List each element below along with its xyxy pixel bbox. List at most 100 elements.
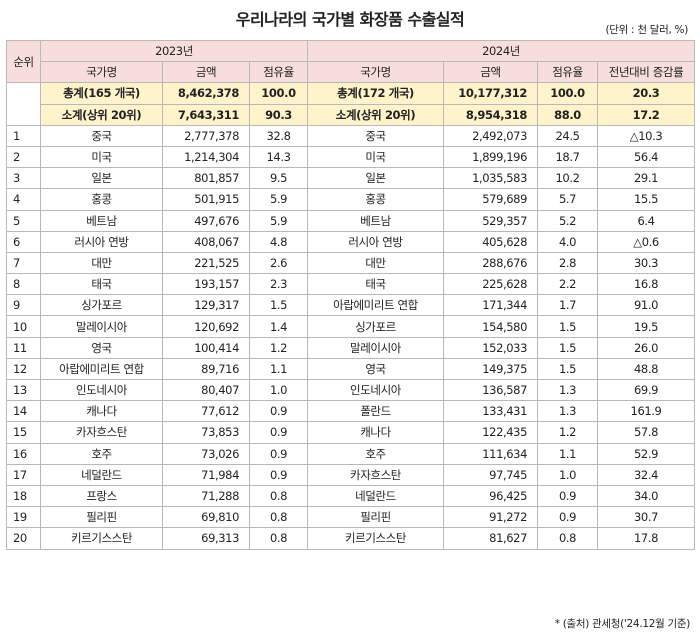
- country-2023: 대만: [40, 251, 163, 275]
- country-2024: 필리핀: [307, 506, 444, 529]
- amount-2023: 408,067: [162, 230, 250, 253]
- country-2024: 싱가포르: [307, 315, 444, 338]
- country-2023: 말레이시아: [40, 315, 163, 338]
- amount-2023: 129,317: [162, 294, 250, 317]
- country-2023: 필리핀: [40, 506, 163, 529]
- amount-2023: 73,026: [162, 442, 250, 465]
- yoy-change: 52.9: [596, 442, 696, 465]
- yoy-change: 48.8: [596, 357, 696, 381]
- subtotal-row: 소계(상위 20위) 7,643,311 90.3 소계(상위 20위) 8,954,3…: [7, 103, 696, 126]
- share-2023: 9.5: [249, 167, 308, 190]
- yoy-change: 15.5: [596, 188, 696, 211]
- country-2023: 캐나다: [40, 400, 163, 423]
- share-2023: 0.8: [249, 527, 308, 550]
- country-2023: 프랑스: [40, 484, 163, 508]
- amount-2024: 97,745: [443, 463, 538, 486]
- amount-2023: 77,612: [162, 400, 250, 423]
- rank: 15: [6, 421, 41, 444]
- share-2024: 0.8: [537, 527, 598, 550]
- country-2024: 영국: [307, 357, 444, 381]
- amount-2023: 73,853: [162, 421, 250, 444]
- share-2024: 1.5: [537, 315, 598, 338]
- table-row: 4 홍콩 501,915 5.9 홍콩 579,689 5.7 15.5: [6, 188, 696, 211]
- yoy-change: 17.2: [596, 103, 696, 126]
- share-2024: 1.5: [537, 357, 598, 381]
- header-row-columns: 국가명 금액 점유율 국가명 금액 점유율 전년대비 증감률: [7, 61, 696, 84]
- amount-2024: 154,580: [443, 315, 538, 338]
- country-2024: 홍콩: [307, 188, 444, 211]
- header-yoy: 전년대비 증감률: [596, 61, 696, 84]
- country-2023: 베트남: [40, 209, 163, 232]
- yoy-change: 6.4: [596, 209, 696, 232]
- yoy-change: △0.6: [596, 230, 696, 253]
- country-2024: 태국: [307, 273, 444, 296]
- table-row: 20 키르기스스탄 69,313 0.8 키르기스스탄 81,627 0.8 17.8: [6, 527, 696, 550]
- share-2024: 4.0: [537, 230, 598, 253]
- country-2024: 총계(172 개국): [307, 82, 444, 105]
- rank: 12: [6, 357, 41, 381]
- amount-2023: 71,288: [162, 484, 250, 508]
- share-2024: 0.9: [537, 484, 598, 508]
- source-footnote: * (출처) 관세청('24.12월 기준): [554, 618, 691, 630]
- table-row: 11 영국 100,414 1.2 말레이시아 152,033 1.5 26.0: [6, 336, 696, 359]
- share-2023: 0.8: [249, 506, 308, 529]
- share-2023: 1.1: [249, 357, 308, 381]
- yoy-change: 17.8: [596, 527, 696, 550]
- rank-blank-cell: [6, 82, 41, 126]
- amount-2024: 1,035,583: [443, 167, 538, 190]
- amount-2023: 193,157: [162, 273, 250, 296]
- rank: 8: [6, 273, 41, 296]
- header-share-2023: 점유율: [249, 61, 308, 84]
- rank: 13: [6, 378, 41, 402]
- total-row: 총계(165 개국) 8,462,378 100.0 총계(172 개국) 10,177…: [6, 82, 696, 126]
- yoy-change: 26.0: [596, 336, 696, 359]
- share-2024: 1.7: [537, 294, 598, 317]
- country-2024: 중국: [307, 124, 444, 147]
- share-2024: 88.0: [537, 103, 598, 126]
- table-row: 2 미국 1,214,304 14.3 미국 1,899,196 18.7 56.4: [6, 145, 696, 169]
- amount-2024: 122,435: [443, 421, 538, 444]
- country-2024: 캐나다: [307, 421, 444, 444]
- yoy-change: △10.3: [596, 124, 696, 147]
- table-row: 14 캐나다 77,612 0.9 폴란드 133,431 1.3 161.9: [6, 400, 696, 423]
- country-2024: 대만: [307, 251, 444, 275]
- table-row: 17 네덜란드 71,984 0.9 카자흐스탄 97,745 1.0 32.4: [6, 463, 696, 486]
- country-2024: 소계(상위 20위): [307, 103, 444, 126]
- amount-2024: 149,375: [443, 357, 538, 381]
- yoy-change: 34.0: [596, 484, 696, 508]
- rank: 17: [6, 463, 41, 486]
- country-2024: 일본: [307, 167, 444, 190]
- amount-2024: 171,344: [443, 294, 538, 317]
- table-row: 15 카자흐스탄 73,853 0.9 캐나다 122,435 1.2 57.8: [6, 421, 696, 444]
- country-2023: 태국: [40, 273, 163, 296]
- amount-2023: 497,676: [162, 209, 250, 232]
- table-row: 18 프랑스 71,288 0.8 네덜란드 96,425 0.9 34.0: [6, 484, 696, 508]
- share-2023: 0.8: [249, 484, 308, 508]
- rank: 3: [6, 167, 41, 190]
- amount-2023: 2,777,378: [162, 124, 250, 147]
- header-2023: 2023년: [40, 39, 308, 63]
- amount-2024: 225,628: [443, 273, 538, 296]
- amount-2023: 120,692: [162, 315, 250, 338]
- amount-2024: 529,357: [443, 209, 538, 232]
- country-2023: 총계(165 개국): [40, 82, 163, 105]
- country-2023: 영국: [40, 336, 163, 359]
- share-2023: 100.0: [249, 82, 308, 105]
- rank: 10: [6, 315, 41, 338]
- rank: 11: [6, 336, 41, 359]
- amount-2023: 80,407: [162, 378, 250, 402]
- share-2023: 1.0: [249, 378, 308, 402]
- share-2023: 4.8: [249, 230, 308, 253]
- country-2023: 소계(상위 20위): [40, 103, 163, 126]
- amount-2024: 1,899,196: [443, 145, 538, 169]
- yoy-change: 30.3: [596, 251, 696, 275]
- share-2023: 1.5: [249, 294, 308, 317]
- country-2023: 카자흐스탄: [40, 421, 163, 444]
- rank: 18: [6, 484, 41, 508]
- country-2023: 네덜란드: [40, 463, 163, 486]
- yoy-change: 19.5: [596, 315, 696, 338]
- amount-2024: 136,587: [443, 378, 538, 402]
- country-2023: 키르기스스탄: [40, 527, 163, 550]
- table-row: 7 대만 221,525 2.6 대만 288,676 2.8 30.3: [6, 251, 696, 275]
- yoy-change: 161.9: [596, 400, 696, 423]
